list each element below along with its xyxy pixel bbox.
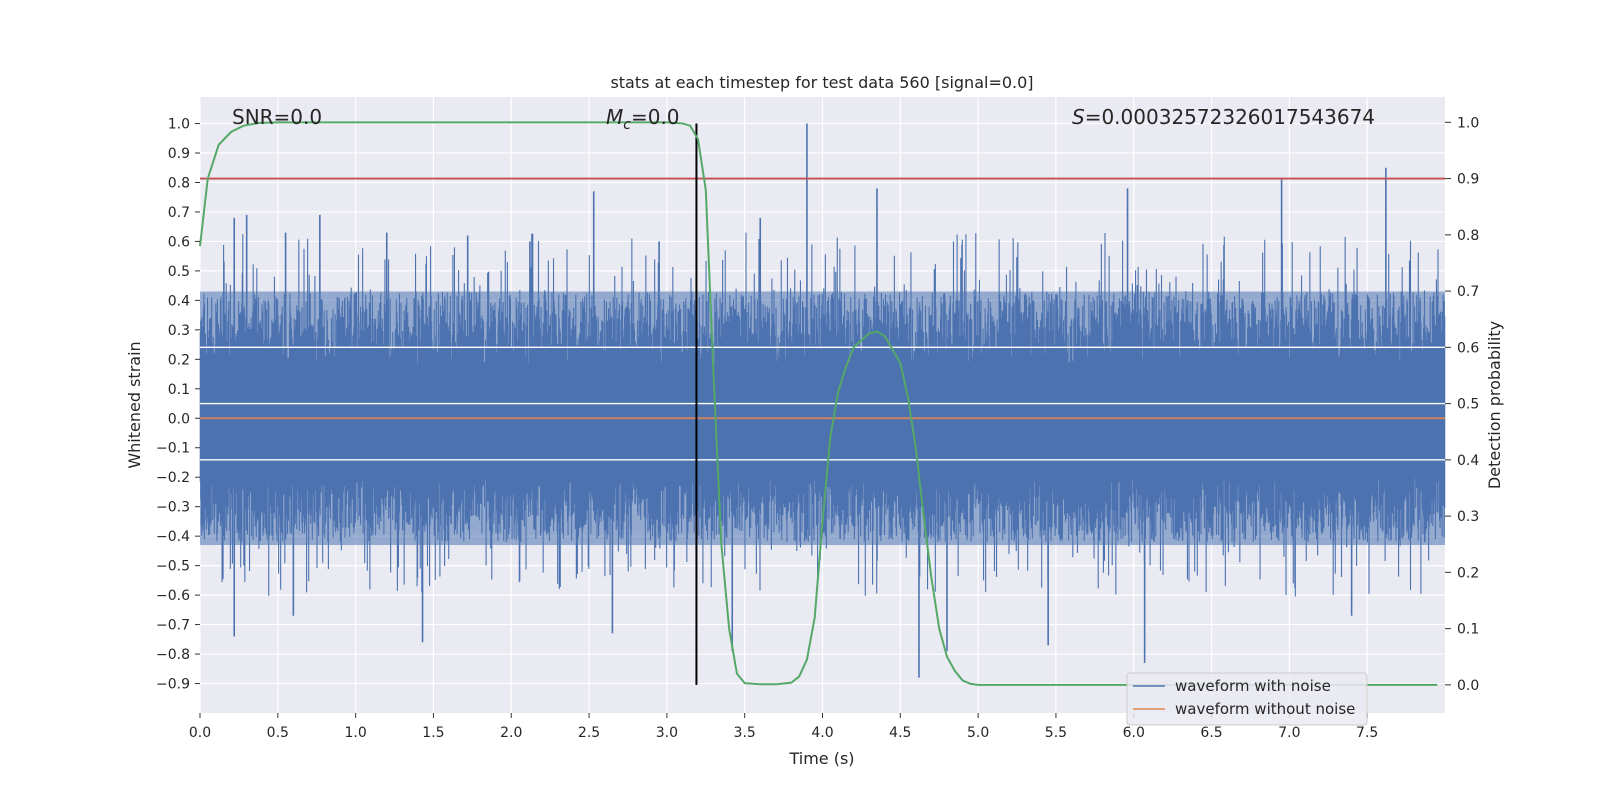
y-left-tick-label: 0.0 [168,411,190,427]
y-right-tick-label: 0.5 [1457,397,1479,413]
y-left-tick-label: 0.3 [168,323,190,339]
legend: waveform with noise waveform without noi… [1126,672,1368,726]
y-right-tick-label: 0.1 [1457,622,1479,638]
legend-label-noise: waveform with noise [1175,677,1331,695]
y-left-axis-ticks: 1.0 0.9 0.8 0.7 0.6 0.5 0.4 0.3 0.2 0.1 0.0 −0.1 −0.… [156,117,200,693]
y-left-tick-label: 0.9 [168,146,190,162]
x-tick-label: 4.0 [811,725,833,741]
x-axis-ticks: 0.0 0.5 1.0 1.5 2.0 2.5 3.0 3.5 4.0 4.5 5.0 5.5 6.0 6… [189,713,1378,741]
x-tick-label: 5.5 [1045,725,1067,741]
y-left-tick-label: 1.0 [168,117,190,133]
x-tick-label: 3.5 [734,725,756,741]
y-right-tick-label: 0.9 [1457,172,1479,188]
y-left-tick-label: −0.6 [156,588,190,604]
legend-box [1126,672,1368,726]
x-axis-label: Time (s) [788,749,854,768]
y-right-tick-label: 0.3 [1457,509,1479,525]
y-left-tick-label: −0.4 [156,529,190,545]
x-tick-label: 7.0 [1278,725,1300,741]
x-tick-label: 3.0 [656,725,678,741]
y-left-tick-label: −0.3 [156,500,190,516]
legend-label-clean: waveform without noise [1175,700,1355,718]
x-tick-label: 2.0 [500,725,522,741]
x-tick-label: 6.5 [1200,725,1222,741]
y-left-tick-label: 0.1 [168,382,190,398]
x-tick-label: 1.0 [344,725,366,741]
y-left-tick-label: −0.8 [156,647,190,663]
y-left-axis-label: Whitened strain [125,341,144,468]
snr-annotation: SNR=0.0 [232,105,322,129]
y-right-axis-label: Detection probability [1485,321,1504,489]
x-tick-label: 5.0 [967,725,989,741]
y-left-tick-label: 0.6 [168,234,190,250]
y-left-tick-label: 0.4 [168,293,190,309]
x-tick-label: 7.5 [1356,725,1378,741]
chirp-mass-symbol: M [606,105,623,129]
x-tick-label: 4.5 [889,725,911,741]
y-left-tick-label: −0.9 [156,677,190,693]
y-right-tick-label: 0.4 [1457,453,1479,469]
y-right-tick-label: 0.8 [1457,228,1479,244]
y-left-tick-label: −0.7 [156,618,190,634]
x-tick-label: 1.5 [422,725,444,741]
chart-title: stats at each timestep for test data 560… [610,73,1033,92]
y-left-tick-label: −0.2 [156,470,190,486]
y-left-tick-label: −0.5 [156,559,190,575]
y-left-tick-label: 0.8 [168,175,190,191]
y-left-tick-label: 0.2 [168,352,190,368]
y-left-tick-label: −0.1 [156,441,190,457]
y-right-tick-label: 1.0 [1457,115,1479,131]
x-tick-label: 0.0 [189,725,211,741]
x-tick-label: 6.0 [1123,725,1145,741]
x-tick-label: 0.5 [267,725,289,741]
chirp-mass-value: =0.0 [631,105,680,129]
y-right-axis-ticks: 1.0 0.9 0.8 0.7 0.6 0.5 0.4 0.3 0.2 0.1 0.0 [1445,115,1479,694]
s-statistic-annotation: S=0.00032572326017543674 [1072,105,1375,129]
y-left-tick-label: 0.5 [168,264,190,280]
y-right-tick-label: 0.6 [1457,340,1479,356]
detection-probability-line [199,121,1438,686]
overlay-lines [199,121,1445,686]
y-left-tick-label: 0.7 [168,205,190,221]
chirp-mass-annotation: Mc=0.0 [606,105,680,133]
s-statistic-symbol: S [1072,105,1085,129]
chirp-mass-subscript: c [623,117,631,133]
x-tick-label: 2.5 [578,725,600,741]
y-right-tick-label: 0.0 [1457,678,1479,694]
y-right-tick-label: 0.2 [1457,565,1479,581]
s-statistic-value: =0.00032572326017543674 [1085,105,1375,129]
y-right-tick-label: 0.7 [1457,284,1479,300]
